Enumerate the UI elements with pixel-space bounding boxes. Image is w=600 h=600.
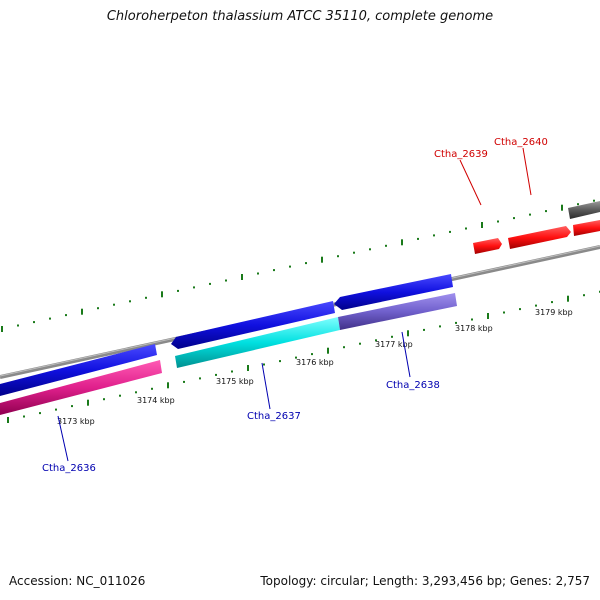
tick-label-3174: 3174 kbp	[137, 396, 175, 405]
reverse-gene-blue-right[interactable]	[334, 274, 453, 310]
genome-summary: Topology: circular; Length: 3,293,456 bp…	[260, 574, 590, 588]
reverse-gene-ctha-2636[interactable]	[0, 360, 162, 415]
reverse-gene-blue-middle[interactable]	[171, 301, 335, 349]
forward-gene-next[interactable]	[573, 220, 600, 236]
reverse-gene-ctha-2638[interactable]	[338, 293, 457, 330]
forward-gene-gray[interactable]	[568, 201, 600, 219]
tick-label-3175: 3175 kbp	[216, 377, 254, 386]
reverse-gene-ctha-2637[interactable]	[175, 317, 340, 368]
leader-ctha-2640	[522, 147, 532, 196]
gene-label-leaders	[57, 147, 532, 462]
kbp-tick-labels: 3173 kbp 3174 kbp 3175 kbp 3176 kbp 3177…	[57, 308, 573, 426]
gene-label-ctha-2637[interactable]: Ctha_2637	[247, 411, 301, 422]
gene-label-ctha-2640[interactable]: Ctha_2640	[494, 137, 548, 148]
gene-label-ctha-2639[interactable]: Ctha_2639	[434, 149, 488, 160]
tick-label-3178: 3178 kbp	[455, 324, 493, 333]
lower-tick-ruler	[7, 290, 600, 423]
tick-label-3173: 3173 kbp	[57, 417, 95, 426]
gene-label-ctha-2638[interactable]: Ctha_2638	[386, 380, 440, 391]
tick-label-3179: 3179 kbp	[535, 308, 573, 317]
tick-label-3177: 3177 kbp	[375, 340, 413, 349]
forward-gene-ctha-2640[interactable]	[508, 226, 571, 249]
leader-ctha-2638	[401, 331, 411, 378]
reverse-gene-blue-left[interactable]	[0, 344, 157, 396]
leader-ctha-2637	[261, 362, 271, 410]
tick-label-3176: 3176 kbp	[296, 358, 334, 367]
genome-title: Chloroherpeton thalassium ATCC 35110, co…	[106, 9, 494, 24]
accession-label: Accession: NC_011026	[9, 574, 146, 588]
upper-tick-ruler	[1, 199, 595, 332]
leader-ctha-2639	[459, 159, 482, 206]
forward-gene-ctha-2639[interactable]	[473, 238, 502, 254]
leader-ctha-2636	[57, 415, 69, 462]
gene-label-ctha-2636[interactable]: Ctha_2636	[42, 463, 96, 474]
